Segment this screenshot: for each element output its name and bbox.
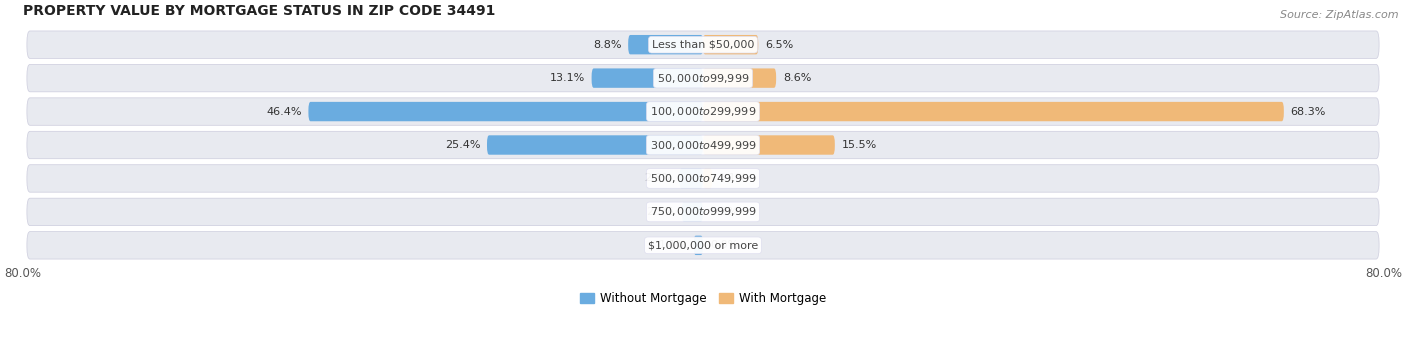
- FancyBboxPatch shape: [27, 31, 1379, 58]
- Text: 68.3%: 68.3%: [1291, 106, 1326, 117]
- Text: 6.5%: 6.5%: [765, 40, 793, 50]
- FancyBboxPatch shape: [682, 202, 703, 222]
- Text: 1.1%: 1.1%: [658, 240, 688, 250]
- Text: 1.1%: 1.1%: [718, 173, 748, 184]
- FancyBboxPatch shape: [486, 135, 703, 155]
- Text: 13.1%: 13.1%: [550, 73, 585, 83]
- FancyBboxPatch shape: [703, 35, 758, 54]
- Text: $750,000 to $999,999: $750,000 to $999,999: [650, 205, 756, 218]
- Text: $100,000 to $299,999: $100,000 to $299,999: [650, 105, 756, 118]
- Text: 2.8%: 2.8%: [644, 173, 672, 184]
- FancyBboxPatch shape: [703, 68, 776, 88]
- Text: 25.4%: 25.4%: [444, 140, 481, 150]
- Text: 46.4%: 46.4%: [266, 106, 302, 117]
- FancyBboxPatch shape: [703, 102, 1284, 121]
- FancyBboxPatch shape: [679, 169, 703, 188]
- FancyBboxPatch shape: [27, 232, 1379, 259]
- Text: 2.5%: 2.5%: [647, 207, 675, 217]
- Text: 0.0%: 0.0%: [710, 240, 738, 250]
- FancyBboxPatch shape: [27, 165, 1379, 192]
- Text: 15.5%: 15.5%: [842, 140, 877, 150]
- Text: $50,000 to $99,999: $50,000 to $99,999: [657, 72, 749, 85]
- Text: Source: ZipAtlas.com: Source: ZipAtlas.com: [1281, 10, 1399, 20]
- Text: Less than $50,000: Less than $50,000: [652, 40, 754, 50]
- FancyBboxPatch shape: [27, 198, 1379, 226]
- Text: PROPERTY VALUE BY MORTGAGE STATUS IN ZIP CODE 34491: PROPERTY VALUE BY MORTGAGE STATUS IN ZIP…: [22, 4, 495, 18]
- FancyBboxPatch shape: [308, 102, 703, 121]
- FancyBboxPatch shape: [592, 68, 703, 88]
- FancyBboxPatch shape: [27, 98, 1379, 125]
- FancyBboxPatch shape: [27, 131, 1379, 159]
- Text: $1,000,000 or more: $1,000,000 or more: [648, 240, 758, 250]
- Text: $500,000 to $749,999: $500,000 to $749,999: [650, 172, 756, 185]
- FancyBboxPatch shape: [27, 64, 1379, 92]
- FancyBboxPatch shape: [693, 236, 703, 255]
- FancyBboxPatch shape: [628, 35, 703, 54]
- Text: 8.6%: 8.6%: [783, 73, 811, 83]
- FancyBboxPatch shape: [703, 169, 713, 188]
- Text: 8.8%: 8.8%: [593, 40, 621, 50]
- Text: 0.0%: 0.0%: [710, 207, 738, 217]
- FancyBboxPatch shape: [703, 135, 835, 155]
- Legend: Without Mortgage, With Mortgage: Without Mortgage, With Mortgage: [575, 288, 831, 310]
- Text: $300,000 to $499,999: $300,000 to $499,999: [650, 138, 756, 152]
